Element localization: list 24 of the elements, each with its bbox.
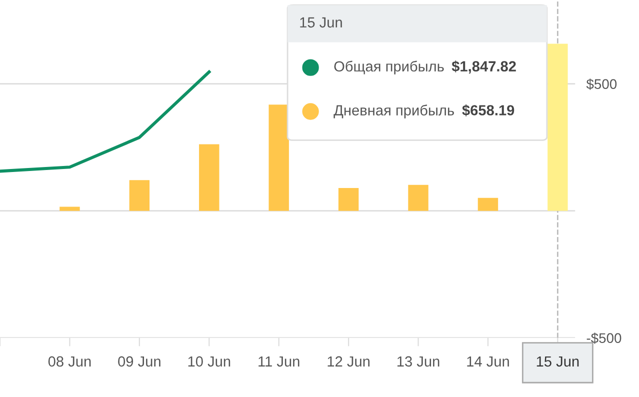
x-tick-label: 11 Jun <box>258 356 300 367</box>
bar <box>478 198 498 211</box>
bar <box>338 188 359 211</box>
bar <box>408 184 428 211</box>
annotation: $1,847.82 <box>452 60 516 74</box>
x-tick-label: 08 Jun <box>48 356 91 367</box>
x-tick-label: 09 Jun <box>118 356 160 367</box>
legend-label: Общая прибыль <box>334 60 444 74</box>
bar <box>129 180 150 211</box>
bar <box>268 104 289 211</box>
x-tick-label: 12 Jun <box>328 356 370 367</box>
annotation: $658.19 <box>462 104 514 116</box>
bar <box>199 144 220 211</box>
bar <box>548 44 568 211</box>
x-tick-label: 13 Jun <box>397 356 440 367</box>
bar <box>60 206 80 211</box>
x-tick-label: 14 Jun <box>467 356 509 367</box>
y-tick-label: -$500 <box>586 332 622 344</box>
annotation: 15 Jun <box>300 17 342 28</box>
x-tick-label: 15 Jun <box>536 356 579 367</box>
line-series <box>0 70 211 173</box>
y-tick-label: $500 <box>586 78 617 90</box>
legend-label: Дневная прибыль <box>334 104 454 118</box>
x-tick-label: 10 Jun <box>188 356 230 367</box>
